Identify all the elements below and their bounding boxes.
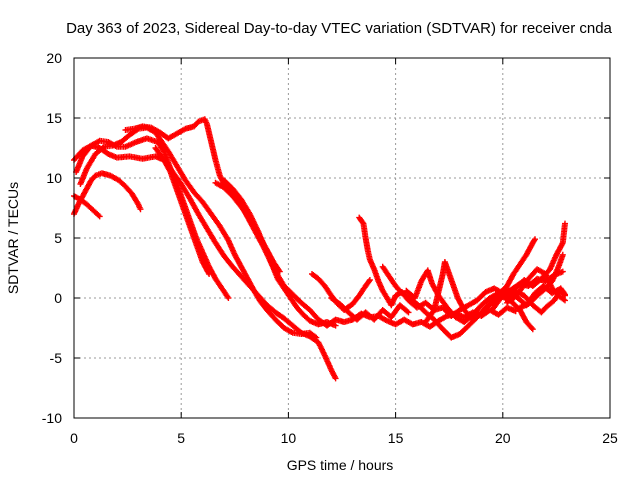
x-tick-label: 0	[70, 430, 78, 446]
data-point	[559, 251, 566, 258]
data-series-trace-10	[309, 271, 373, 313]
y-tick-label: -10	[42, 410, 62, 426]
x-tick-label: 15	[388, 430, 404, 446]
data-point	[96, 213, 103, 220]
data-point	[560, 291, 567, 298]
data-point	[562, 220, 568, 227]
data-series-trace-18	[517, 251, 566, 311]
data-point	[366, 278, 372, 285]
data-point	[137, 206, 144, 213]
data-series-trace-19	[504, 287, 568, 316]
data-series-trace-7	[152, 145, 339, 382]
x-tick-label: 5	[177, 430, 185, 446]
data-point	[332, 322, 339, 329]
y-tick-label: 0	[54, 290, 62, 306]
data-point	[99, 144, 106, 151]
y-axis-label: SDTVAR / TECUs	[5, 182, 21, 294]
y-tick-label: 20	[46, 50, 62, 66]
data-point	[225, 295, 232, 301]
axis-ticks: 0 5 10 15 20 25 -10 -5 0 5 10 15 20	[42, 50, 618, 446]
data-point	[531, 237, 538, 244]
grid-lines	[74, 58, 610, 418]
data-series-trace-3	[71, 170, 144, 217]
data-point	[532, 236, 538, 243]
y-tick-label: -5	[50, 350, 63, 366]
x-tick-label: 25	[602, 430, 618, 446]
y-tick-label: 15	[46, 110, 62, 126]
data-point	[528, 325, 535, 331]
data-series-trace-11	[328, 295, 412, 323]
x-tick-label: 10	[281, 430, 297, 446]
data-points-layer	[71, 116, 568, 382]
data-point	[95, 212, 102, 219]
data-point	[559, 268, 566, 275]
data-point	[529, 326, 536, 333]
x-tick-label: 20	[495, 430, 511, 446]
chart-title: Day 363 of 2023, Sidereal Day-to-day VTE…	[66, 20, 612, 37]
data-point	[405, 309, 412, 316]
x-axis-label: GPS time / hours	[287, 457, 394, 473]
data-point	[332, 375, 339, 382]
data-point	[366, 277, 373, 283]
data-point	[562, 292, 568, 299]
y-tick-label: 5	[54, 230, 62, 246]
data-series-trace-15	[422, 236, 538, 325]
data-series-trace-4	[73, 135, 232, 301]
data-point	[359, 219, 366, 226]
y-tick-label: 10	[46, 170, 62, 186]
